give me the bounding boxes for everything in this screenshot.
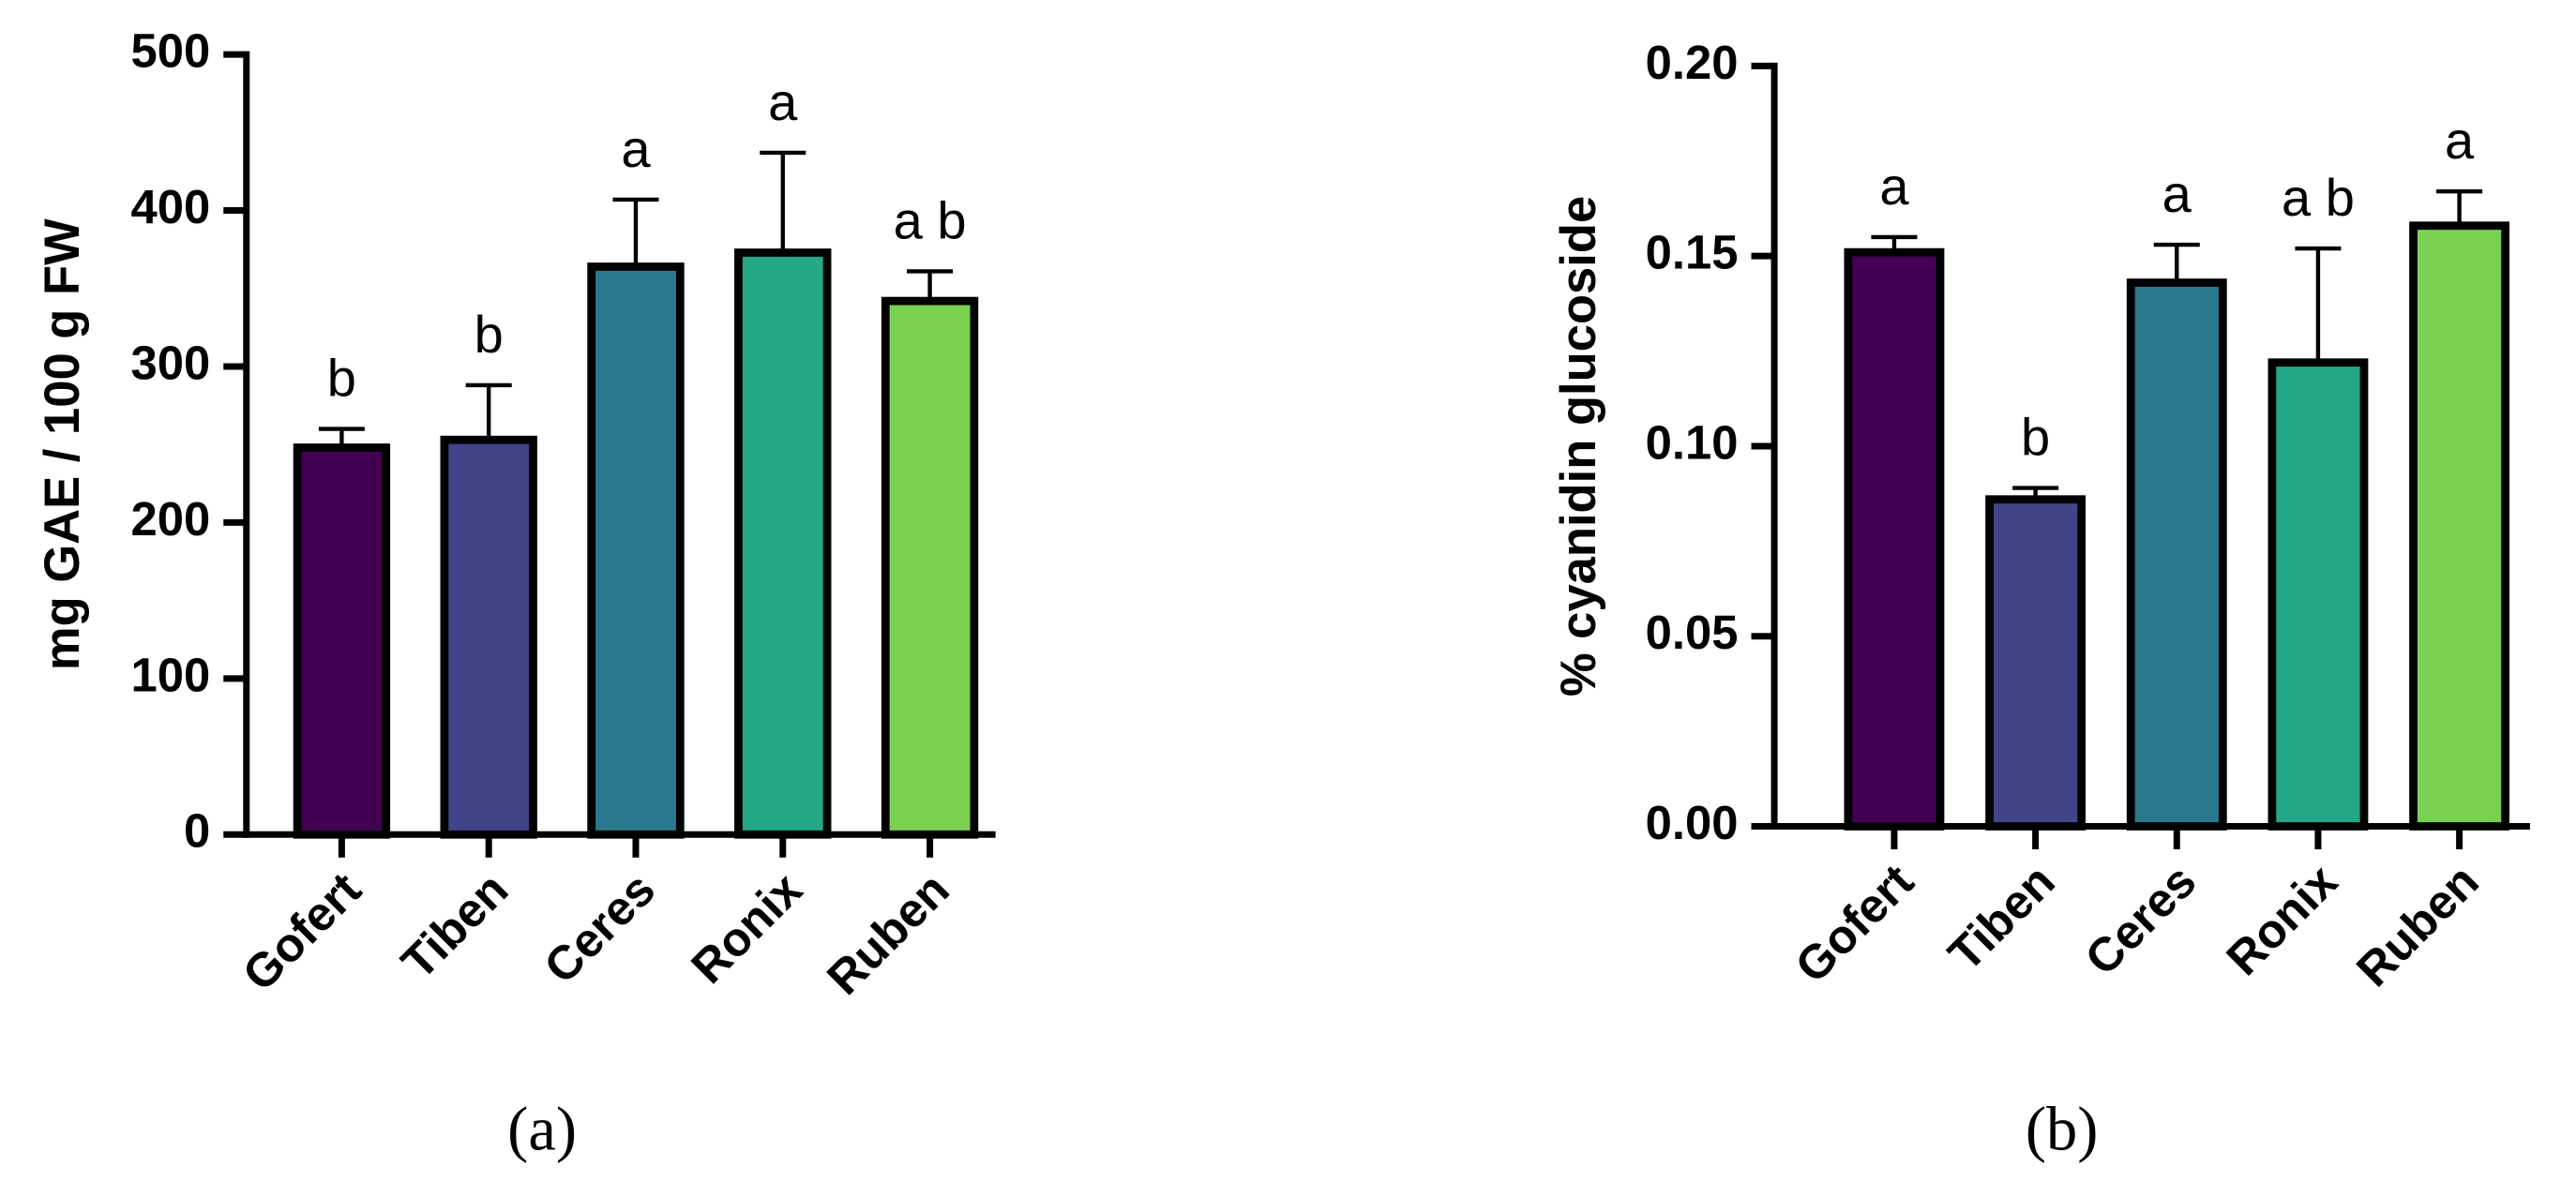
bar <box>1844 247 1945 831</box>
x-tick-label: Ronix <box>2216 854 2347 985</box>
bar <box>881 296 979 839</box>
significance-letter: a <box>621 119 651 178</box>
x-tick-label: Ceres <box>534 862 665 994</box>
y-tick-label: 0.00 <box>1646 796 1739 849</box>
bar <box>440 435 537 839</box>
significance-letter: b <box>327 349 356 408</box>
significance-letter: a b <box>894 190 967 249</box>
panel-label: (a) <box>507 1096 577 1164</box>
significance-letter: a <box>1879 157 1909 216</box>
x-tick-label: Gofert <box>1785 854 1923 993</box>
x-tick-label: Tiben <box>1937 854 2064 981</box>
bar <box>293 443 391 839</box>
x-tick-label: Ruben <box>2346 854 2489 996</box>
y-tick-label: 100 <box>130 648 210 701</box>
y-axis-title: mg GAE / 100 g FW <box>35 218 90 670</box>
y-tick-label: 500 <box>130 24 210 78</box>
significance-letter: a <box>2162 164 2192 223</box>
significance-letter: a <box>768 72 798 131</box>
bar <box>2267 358 2369 831</box>
y-tick-label: 400 <box>130 180 210 233</box>
y-tick-label: 0.20 <box>1646 36 1739 89</box>
bar <box>2409 221 2510 831</box>
y-tick-label: 200 <box>130 492 210 546</box>
significance-letter: a b <box>2282 168 2355 227</box>
x-tick-label: Ruben <box>817 862 959 1005</box>
x-tick-label: Gofert <box>233 862 371 1001</box>
bar <box>734 248 832 839</box>
x-tick-label: Ronix <box>681 862 812 994</box>
y-tick-label: 0 <box>184 804 210 858</box>
bar <box>2126 278 2227 831</box>
y-tick-label: 0.15 <box>1646 226 1739 279</box>
y-tick-label: 0.10 <box>1646 415 1739 469</box>
significance-letter: b <box>475 305 504 364</box>
bar <box>1985 495 2086 831</box>
x-tick-label: Ceres <box>2074 854 2206 985</box>
y-axis-title: % cyanidin glucoside <box>1551 196 1606 696</box>
significance-letter: a <box>2445 111 2475 170</box>
bar <box>587 262 685 839</box>
panel-label: (b) <box>2026 1096 2099 1164</box>
x-tick-label: Tiben <box>391 862 518 989</box>
y-tick-label: 0.05 <box>1646 606 1739 659</box>
y-tick-label: 300 <box>130 336 210 389</box>
significance-letter: b <box>2021 408 2050 467</box>
